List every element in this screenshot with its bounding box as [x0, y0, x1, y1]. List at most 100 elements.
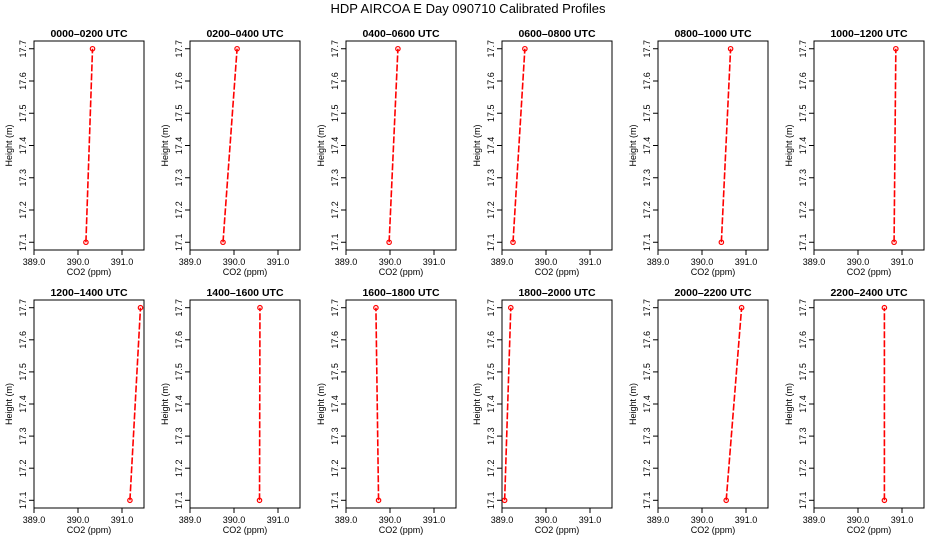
x-tick-label: 391.0: [267, 257, 290, 267]
y-tick-label: 17.7: [18, 40, 28, 58]
x-axis-label: CO2 (ppm): [691, 525, 736, 535]
data-point: [256, 497, 263, 504]
series-line: [129, 307, 142, 501]
data-point: [257, 304, 263, 311]
y-axis-label: Height (m): [316, 124, 326, 166]
y-tick-label: 17.6: [798, 331, 808, 349]
x-tick-label: 391.0: [735, 257, 758, 267]
y-tick-label: 17.3: [18, 169, 28, 187]
y-tick-label: 17.4: [174, 137, 184, 155]
x-tick-label: 390.0: [379, 515, 402, 525]
data-point: [881, 304, 888, 311]
x-tick-label: 391.0: [579, 257, 602, 267]
panel-12: 2200–2400 UTC 389.0 390.0 391.0 17.1 17.2 17.3…: [784, 287, 925, 535]
plot-frame: [33, 299, 145, 509]
y-tick-label: 17.7: [174, 299, 184, 317]
data-point: [89, 45, 96, 52]
y-tick-label: 17.1: [798, 492, 808, 510]
x-tick-label: 389.0: [647, 515, 670, 525]
y-tick-label: 17.7: [174, 40, 184, 58]
x-axis-label: CO2 (ppm): [67, 267, 112, 277]
data-point: [395, 45, 401, 52]
x-tick-label: 389.0: [23, 515, 46, 525]
y-tick-label: 17.1: [486, 492, 496, 510]
x-tick-label: 389.0: [647, 257, 670, 267]
series-line: [503, 307, 512, 501]
y-tick-label: 17.4: [798, 395, 808, 413]
y-axis-label: Height (m): [472, 124, 482, 166]
x-tick-label: 391.0: [111, 257, 134, 267]
data-point: [83, 239, 89, 246]
x-tick-label: 391.0: [579, 515, 602, 525]
y-tick-label: 17.2: [18, 459, 28, 477]
y-tick-label: 17.1: [174, 233, 184, 251]
y-tick-label: 17.7: [330, 40, 340, 58]
data-point: [891, 239, 897, 246]
x-tick-label: 391.0: [891, 515, 914, 525]
y-axis-label: Height (m): [472, 383, 482, 425]
y-tick-label: 17.5: [486, 363, 496, 381]
y-tick-label: 17.2: [642, 459, 652, 477]
x-tick-label: 390.0: [67, 257, 90, 267]
y-tick-label: 17.7: [798, 299, 808, 317]
data-point: [893, 45, 899, 52]
y-tick-label: 17.7: [486, 40, 496, 58]
y-tick-label: 17.2: [798, 459, 808, 477]
panel-7: 1200–1400 UTC 389.0 390.0 391.0 17.1 17.2 17.3…: [4, 287, 145, 535]
x-tick-label: 391.0: [423, 515, 446, 525]
page-title: HDP AIRCOA E Day 090710 Calibrated Profi…: [330, 1, 606, 16]
y-tick-label: 17.4: [798, 137, 808, 155]
data-point: [727, 45, 734, 52]
y-tick-label: 17.1: [330, 492, 340, 510]
y-tick-label: 17.5: [330, 104, 340, 122]
y-tick-label: 17.6: [642, 72, 652, 90]
y-tick-label: 17.3: [798, 427, 808, 445]
panel-6: 1000–1200 UTC 389.0 390.0 391.0 17.1 17.2 17.3…: [784, 28, 925, 277]
y-axis-label: Height (m): [784, 124, 794, 166]
y-tick-label: 17.2: [18, 201, 28, 219]
y-tick-label: 17.4: [486, 137, 496, 155]
x-axis-label: CO2 (ppm): [223, 525, 268, 535]
y-tick-label: 17.2: [486, 459, 496, 477]
data-point: [127, 497, 133, 504]
data-point: [718, 239, 725, 246]
data-point: [522, 45, 528, 52]
y-tick-label: 17.2: [174, 459, 184, 477]
y-tick-label: 17.7: [642, 40, 652, 58]
panel-9: 1600–1800 UTC 389.0 390.0 391.0 17.1 17.2 17.3…: [316, 287, 457, 535]
x-tick-label: 390.0: [847, 515, 870, 525]
y-tick-label: 17.2: [798, 201, 808, 219]
x-tick-label: 389.0: [491, 515, 514, 525]
x-axis-label: CO2 (ppm): [379, 267, 424, 277]
data-point: [510, 239, 516, 246]
y-tick-label: 17.3: [330, 427, 340, 445]
x-tick-label: 390.0: [691, 257, 714, 267]
y-tick-label: 17.1: [642, 233, 652, 251]
data-point: [738, 304, 745, 311]
y-tick-label: 17.4: [642, 137, 652, 155]
y-axis-label: Height (m): [628, 383, 638, 425]
y-axis-label: Height (m): [628, 124, 638, 166]
y-tick-label: 17.1: [642, 492, 652, 510]
y-tick-label: 17.5: [174, 363, 184, 381]
y-tick-label: 17.6: [18, 72, 28, 90]
y-tick-label: 17.5: [798, 363, 808, 381]
y-tick-label: 17.6: [486, 331, 496, 349]
x-tick-label: 389.0: [803, 515, 826, 525]
y-tick-label: 17.3: [486, 169, 496, 187]
series-line: [512, 48, 526, 243]
panel-title: 0200–0400 UTC: [206, 28, 283, 40]
y-tick-label: 17.2: [486, 201, 496, 219]
x-tick-label: 390.0: [691, 515, 714, 525]
panel-title: 1800–2000 UTC: [518, 287, 595, 299]
series-line: [388, 48, 399, 243]
series-line: [720, 48, 732, 243]
y-tick-label: 17.2: [174, 201, 184, 219]
panel-title: 2000–2200 UTC: [674, 287, 751, 299]
panel-title: 1400–1600 UTC: [206, 287, 283, 299]
plot-frame: [189, 40, 301, 251]
plot-frame: [813, 40, 925, 251]
y-tick-label: 17.6: [642, 331, 652, 349]
x-axis-label: CO2 (ppm): [379, 525, 424, 535]
